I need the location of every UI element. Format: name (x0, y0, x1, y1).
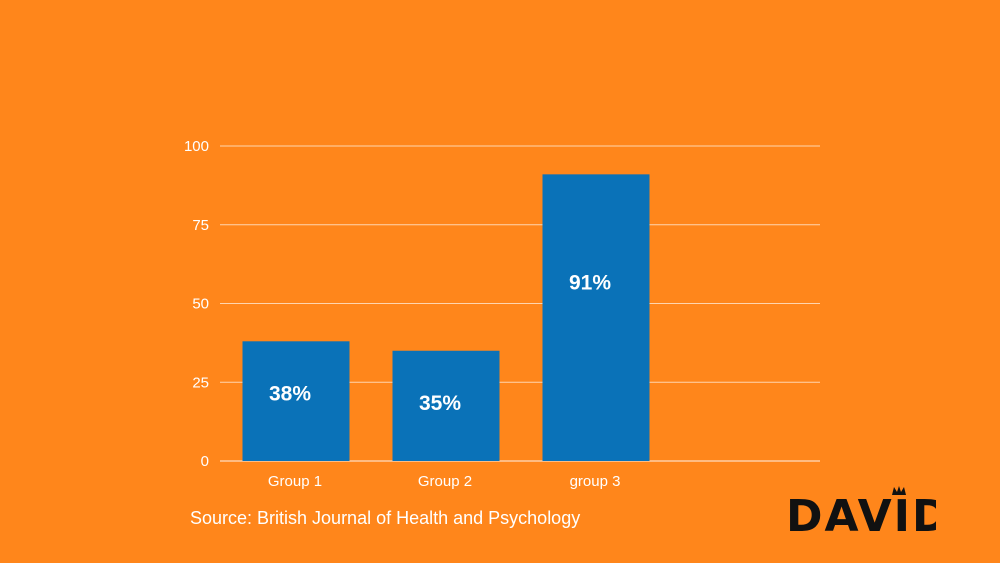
bar (542, 174, 650, 461)
y-axis-ticks: 0 25 50 75 100 (184, 138, 209, 470)
source-caption: Source: British Journal of Health and Ps… (190, 508, 581, 528)
y-tick-label: 75 (192, 217, 209, 234)
y-tick-label: 100 (184, 138, 209, 155)
x-tick-label: Group 1 (268, 473, 322, 490)
x-tick-label: Group 2 (418, 473, 472, 490)
crown-icon (892, 486, 906, 495)
y-tick-label: 25 (192, 374, 209, 391)
y-tick-label: 50 (192, 296, 209, 313)
logo-text: DAVID (786, 491, 936, 539)
bar-data-label: 91% (569, 271, 611, 294)
chart-bars (242, 174, 650, 461)
bar-data-label: 35% (419, 392, 461, 415)
x-tick-label: group 3 (570, 473, 621, 490)
bar (392, 350, 500, 461)
bar (242, 341, 350, 461)
bar-data-labels: 38% 35% 91% (269, 271, 611, 414)
bar-data-label: 38% (269, 382, 311, 405)
y-tick-label: 0 (201, 453, 209, 470)
david-logo: DAVID (786, 486, 936, 539)
x-axis-ticks: Group 1 Group 2 group 3 (268, 473, 621, 490)
